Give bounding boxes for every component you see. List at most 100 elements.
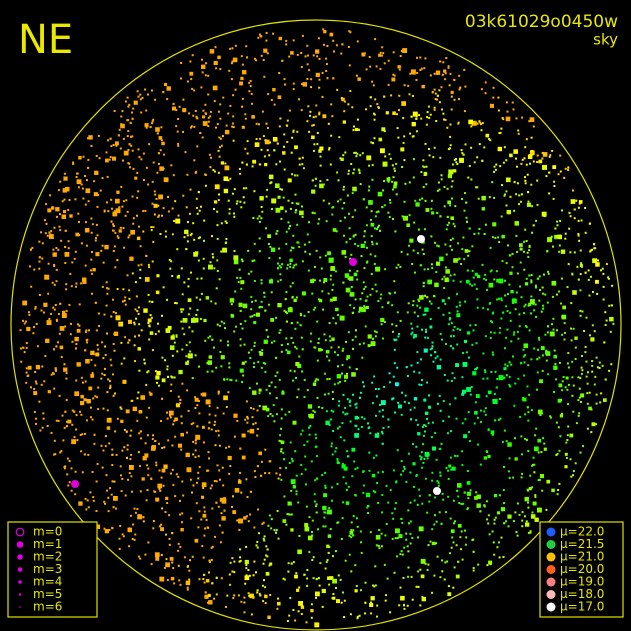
- star: [154, 333, 157, 336]
- star: [505, 262, 508, 265]
- star: [562, 376, 565, 378]
- star: [322, 525, 325, 528]
- star: [119, 525, 122, 527]
- star: [298, 163, 301, 166]
- star: [147, 293, 150, 296]
- star: [401, 553, 404, 556]
- star: [166, 502, 169, 504]
- star: [216, 123, 219, 125]
- star: [249, 357, 252, 359]
- star: [431, 541, 436, 546]
- star: [217, 110, 220, 113]
- star: [114, 141, 119, 146]
- star: [282, 577, 285, 580]
- star: [318, 78, 321, 81]
- star: [431, 267, 434, 269]
- star: [216, 259, 219, 262]
- star: [342, 281, 345, 284]
- star: [374, 584, 377, 587]
- star: [181, 382, 184, 385]
- star: [494, 419, 497, 422]
- star: [203, 534, 206, 537]
- star: [64, 325, 67, 328]
- star: [35, 323, 38, 325]
- star: [148, 266, 151, 269]
- star: [360, 255, 363, 258]
- star: [308, 551, 311, 554]
- star: [30, 386, 32, 389]
- star: [502, 161, 505, 164]
- star: [415, 130, 418, 133]
- star: [70, 467, 73, 470]
- star: [484, 371, 487, 374]
- star: [427, 268, 430, 271]
- star: [482, 307, 485, 310]
- star: [158, 488, 161, 490]
- star: [423, 348, 428, 353]
- star: [318, 111, 321, 114]
- star: [206, 370, 209, 373]
- star: [245, 478, 248, 481]
- star: [497, 236, 500, 239]
- star: [137, 95, 140, 98]
- star: [264, 139, 270, 145]
- star: [428, 154, 431, 157]
- star: [122, 159, 124, 162]
- star: [413, 311, 416, 314]
- star: [365, 261, 368, 264]
- star: [244, 559, 249, 565]
- star: [425, 183, 428, 186]
- star: [342, 476, 345, 479]
- star: [493, 331, 496, 334]
- star: [529, 530, 532, 533]
- star: [225, 446, 228, 449]
- star: [308, 241, 311, 244]
- star: [272, 404, 275, 407]
- star: [351, 106, 354, 109]
- star: [354, 433, 359, 438]
- star: [306, 44, 309, 47]
- star: [396, 366, 399, 369]
- star: [536, 179, 539, 182]
- star: [49, 233, 52, 236]
- star: [220, 355, 225, 360]
- star: [493, 196, 496, 199]
- star: [278, 331, 281, 334]
- star: [409, 542, 412, 545]
- star: [191, 87, 194, 90]
- star: [554, 227, 557, 230]
- star: [90, 358, 93, 361]
- star: [253, 242, 256, 245]
- star: [558, 361, 561, 364]
- star: [336, 88, 339, 91]
- star: [204, 74, 207, 77]
- star: [222, 247, 227, 253]
- star: [222, 484, 225, 487]
- star: [241, 161, 244, 164]
- star: [196, 212, 199, 215]
- star: [399, 65, 402, 68]
- brightness-marker: [546, 552, 556, 562]
- star: [116, 190, 120, 194]
- star: [233, 250, 236, 252]
- star: [136, 397, 139, 400]
- star: [97, 348, 100, 351]
- star: [297, 549, 302, 555]
- star: [358, 614, 361, 617]
- star: [86, 137, 89, 140]
- star: [82, 277, 87, 282]
- star: [330, 346, 333, 349]
- star: [525, 520, 528, 523]
- star: [464, 192, 466, 195]
- star: [526, 251, 529, 254]
- star: [115, 198, 120, 204]
- star: [123, 357, 126, 360]
- star: [201, 425, 205, 429]
- star: [53, 387, 56, 390]
- star: [425, 208, 430, 212]
- star: [493, 170, 496, 173]
- star: [150, 226, 153, 229]
- star: [488, 560, 493, 565]
- star: [231, 60, 234, 63]
- star: [454, 397, 457, 400]
